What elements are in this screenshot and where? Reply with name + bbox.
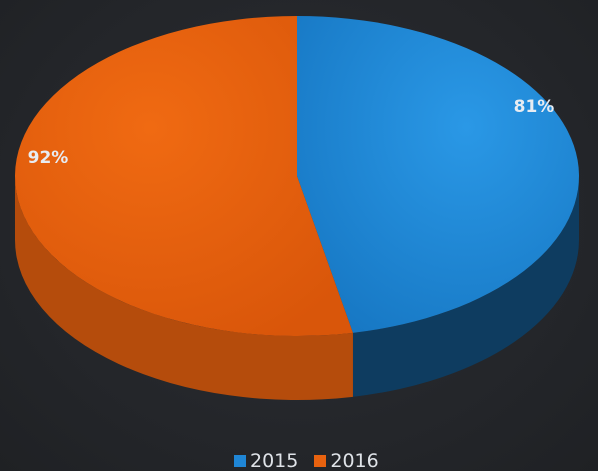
- legend-swatch-2015: [234, 455, 246, 467]
- legend: 2015 2016: [234, 451, 379, 471]
- data-label-2015: 81%: [514, 97, 555, 117]
- slice-2015: [297, 16, 579, 333]
- legend-label-2015: 2015: [250, 450, 299, 471]
- legend-item-2016: 2016: [314, 450, 379, 471]
- data-label-2016: 92%: [28, 148, 69, 168]
- slice-side-2015: [352, 176, 579, 397]
- legend-label-2016: 2016: [330, 450, 379, 471]
- legend-swatch-2016: [314, 455, 327, 467]
- slice-2016: [14, 16, 353, 336]
- legend-item-2015: 2015: [234, 451, 298, 471]
- slice-side-2016: [15, 176, 353, 400]
